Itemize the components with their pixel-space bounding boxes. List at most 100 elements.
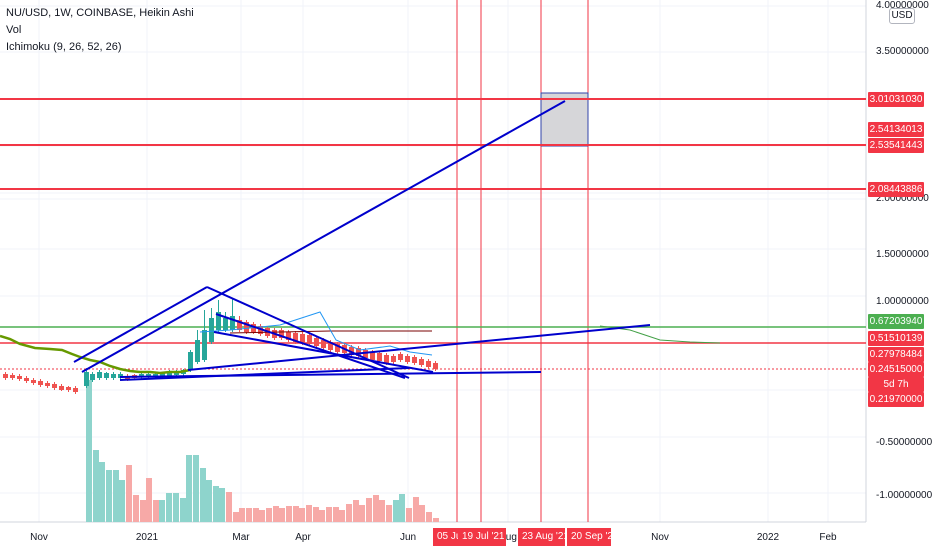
volume-bar bbox=[159, 500, 165, 522]
time-axis-label: Apr bbox=[295, 532, 311, 543]
candle-body bbox=[66, 387, 71, 390]
volume-bar bbox=[86, 380, 92, 522]
time-date-tag: 20 Sep '21 bbox=[567, 528, 611, 546]
candle-body bbox=[279, 330, 284, 338]
candle-body bbox=[384, 355, 389, 363]
candle-body bbox=[426, 361, 431, 367]
candle-body bbox=[300, 334, 305, 343]
candle-body bbox=[195, 340, 200, 362]
candle-body bbox=[412, 357, 417, 363]
candle-body bbox=[230, 316, 235, 330]
volume-bar bbox=[146, 478, 152, 522]
volume-bar bbox=[399, 494, 405, 522]
price-tag: 2.08443886 bbox=[868, 182, 924, 197]
volume-bar bbox=[166, 493, 172, 522]
candle-body bbox=[146, 374, 151, 377]
candle-body bbox=[3, 374, 8, 378]
time-axis-label: Jun bbox=[399, 532, 417, 543]
time-date-tag: 05 Jul '21 bbox=[433, 528, 458, 546]
time-date-tag: 19 Jul '21 bbox=[458, 528, 506, 546]
candle-body bbox=[335, 344, 340, 352]
volume-bar bbox=[99, 462, 105, 522]
price-axis-label: 1.00000000 bbox=[876, 296, 929, 307]
volume-bar bbox=[259, 510, 265, 522]
candle-body bbox=[52, 384, 57, 388]
symbol-title[interactable]: NU/USD, 1W, COINBASE, Heikin Ashi bbox=[6, 7, 194, 19]
trend-line bbox=[187, 324, 651, 371]
candle-body bbox=[97, 372, 102, 378]
ichimoku-indicator-label[interactable]: Ichimoku (9, 26, 52, 26) bbox=[6, 41, 122, 53]
time-axis-label: Nov bbox=[651, 532, 669, 543]
candle-body bbox=[202, 330, 207, 360]
volume-bar bbox=[286, 506, 292, 522]
price-axis-label: 3.50000000 bbox=[876, 46, 929, 57]
trend-line bbox=[215, 313, 406, 379]
trend-line bbox=[119, 367, 410, 381]
volume-bar bbox=[326, 507, 332, 522]
candle-body bbox=[111, 374, 116, 378]
price-tag: 2.53541443 bbox=[868, 138, 924, 153]
currency-scale-button[interactable]: USD bbox=[889, 8, 915, 24]
candle-body bbox=[237, 320, 242, 330]
volume-bar bbox=[180, 498, 186, 522]
volume-bar bbox=[273, 506, 279, 522]
candle-body bbox=[321, 340, 326, 348]
time-axis-label: Nov bbox=[30, 532, 48, 543]
candle-body bbox=[363, 350, 368, 358]
volume-bar bbox=[279, 508, 285, 522]
price-tag: 0.51510139 bbox=[868, 331, 924, 346]
trend-line bbox=[119, 371, 542, 378]
price-tag: 0.67203940 bbox=[868, 314, 924, 329]
volume-bar bbox=[319, 510, 325, 522]
volume-bar bbox=[313, 507, 319, 522]
volume-bar bbox=[133, 495, 139, 522]
candle-body bbox=[293, 333, 298, 342]
time-axis-label: Aug bbox=[499, 532, 517, 543]
volume-indicator-label[interactable]: Vol bbox=[6, 24, 22, 36]
volume-bar bbox=[200, 468, 206, 522]
volume-bar bbox=[373, 495, 379, 522]
time-axis-label: Feb bbox=[819, 532, 837, 543]
trend-line bbox=[73, 286, 208, 363]
volume-bar bbox=[299, 508, 305, 522]
candle-body bbox=[314, 338, 319, 346]
price-axis-label: 1.50000000 bbox=[876, 249, 929, 260]
volume-bar bbox=[413, 497, 419, 522]
time-axis-label: Mar bbox=[232, 532, 250, 543]
candle-body bbox=[405, 356, 410, 362]
price-tag: 5d 7h bbox=[868, 377, 924, 392]
volume-bar bbox=[106, 470, 112, 522]
candle-body bbox=[244, 322, 249, 332]
volume-bar bbox=[339, 510, 345, 522]
candle-body bbox=[286, 332, 291, 340]
volume-bar bbox=[333, 507, 339, 522]
candle-body bbox=[377, 353, 382, 361]
price-axis-label: -0.50000000 bbox=[876, 437, 932, 448]
volume-bar bbox=[186, 455, 192, 522]
candle-body bbox=[223, 318, 228, 330]
candle-body bbox=[188, 352, 193, 370]
candle-body bbox=[356, 348, 361, 356]
time-axis-label: 2021 bbox=[135, 532, 159, 543]
volume-bar bbox=[406, 508, 412, 522]
volume-bar bbox=[113, 470, 119, 522]
volume-bar bbox=[119, 480, 125, 522]
candle-body bbox=[24, 378, 29, 381]
candle-body bbox=[167, 372, 172, 376]
candle-body bbox=[370, 352, 375, 360]
candle-body bbox=[90, 374, 95, 380]
volume-bar bbox=[346, 504, 352, 522]
volume-bar bbox=[140, 500, 146, 522]
candle-body bbox=[139, 374, 144, 377]
time-date-tag: 23 Aug '21 bbox=[518, 528, 565, 546]
volume-bar bbox=[253, 508, 259, 522]
volume-bar bbox=[173, 493, 179, 522]
candle-body bbox=[153, 374, 158, 377]
ichimoku-span-line bbox=[229, 330, 432, 334]
candle-body bbox=[10, 375, 15, 378]
volume-bar bbox=[193, 455, 199, 522]
volume-bar bbox=[153, 500, 159, 522]
candle-body bbox=[59, 386, 64, 390]
